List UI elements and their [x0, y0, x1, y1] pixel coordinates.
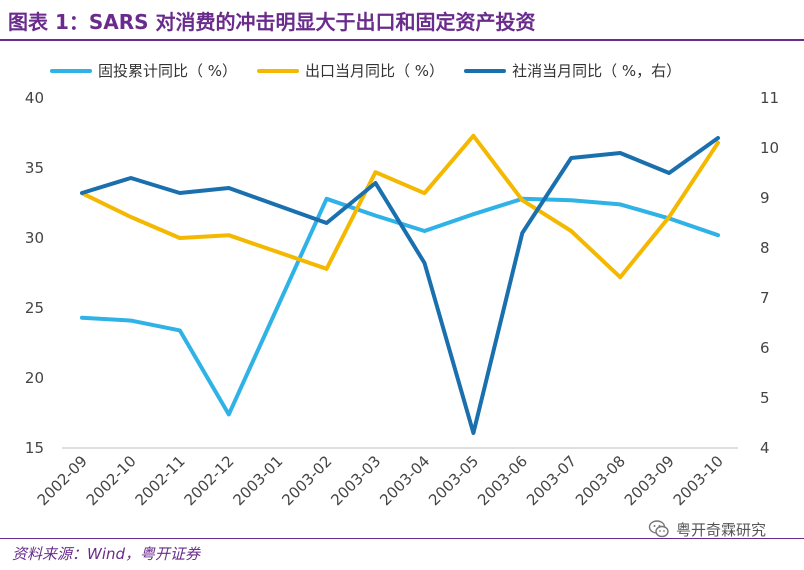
x-tick-label: 2003-01: [229, 452, 286, 509]
x-tick-label: 2003-06: [474, 452, 531, 509]
chart-title: 图表 1：SARS 对消费的冲击明显大于出口和固定资产投资: [8, 10, 536, 34]
x-tick-label: 2003-09: [621, 452, 678, 509]
right-tick-label: 11: [760, 89, 779, 107]
x-tick-label: 2002-11: [132, 452, 189, 509]
x-tick-label: 2003-03: [327, 452, 384, 509]
legend-item-fai: 固投累计同比（ %）: [50, 60, 237, 81]
legend-item-retail: 社消当月同比（ %，右）: [464, 60, 681, 81]
left-tick-label: 30: [25, 229, 44, 247]
wechat-icon: [648, 520, 669, 538]
legend-label-export: 出口当月同比（ %）: [305, 62, 445, 80]
legend-swatch-export: [257, 68, 300, 73]
x-tick-label: 2003-10: [670, 452, 727, 509]
right-tick-label: 8: [760, 239, 770, 257]
right-tick-label: 5: [760, 389, 770, 407]
right-tick-label: 6: [760, 339, 770, 357]
legend-swatch-fai: [50, 68, 92, 73]
left-tick-label: 40: [25, 89, 44, 107]
title-divider: [0, 39, 804, 41]
left-tick-label: 25: [25, 299, 44, 317]
left-tick-label: 35: [25, 159, 44, 177]
x-tick-label: 2002-09: [34, 452, 91, 509]
left-tick-label: 20: [25, 369, 44, 387]
x-tick-label: 2003-04: [376, 452, 433, 509]
x-tick-label: 2002-10: [83, 452, 140, 509]
legend-label-fai: 固投累计同比（ %）: [98, 62, 238, 80]
source-note: 资料来源：Wind，粤开证券: [12, 545, 201, 563]
series-line-export: [80, 133, 720, 280]
right-tick-label: 9: [760, 189, 770, 207]
x-tick-label: 2003-07: [523, 452, 580, 509]
right-tick-label: 7: [760, 289, 770, 307]
footer-divider: [0, 538, 804, 539]
right-tick-label: 4: [760, 439, 770, 457]
watermark-text: 粤开奇霖研究: [676, 520, 767, 539]
series-line-retail: [80, 136, 720, 435]
legend-label-retail: 社消当月同比（ %，右）: [512, 62, 682, 80]
legend-swatch-retail: [464, 68, 507, 73]
series-line-fai: [80, 196, 720, 417]
left-tick-label: 15: [25, 439, 44, 457]
watermark: 粤开奇霖研究: [648, 518, 766, 540]
right-tick-label: 10: [760, 139, 779, 157]
x-tick-label: 2003-05: [425, 452, 482, 509]
x-tick-label: 2002-12: [181, 452, 238, 509]
legend-item-export: 出口当月同比（ %）: [257, 60, 444, 81]
x-tick-label: 2003-02: [278, 452, 335, 509]
legend: 固投累计同比（ %） 出口当月同比（ %） 社消当月同比（ %，右）: [50, 60, 701, 81]
x-tick-label: 2003-08: [572, 452, 629, 509]
